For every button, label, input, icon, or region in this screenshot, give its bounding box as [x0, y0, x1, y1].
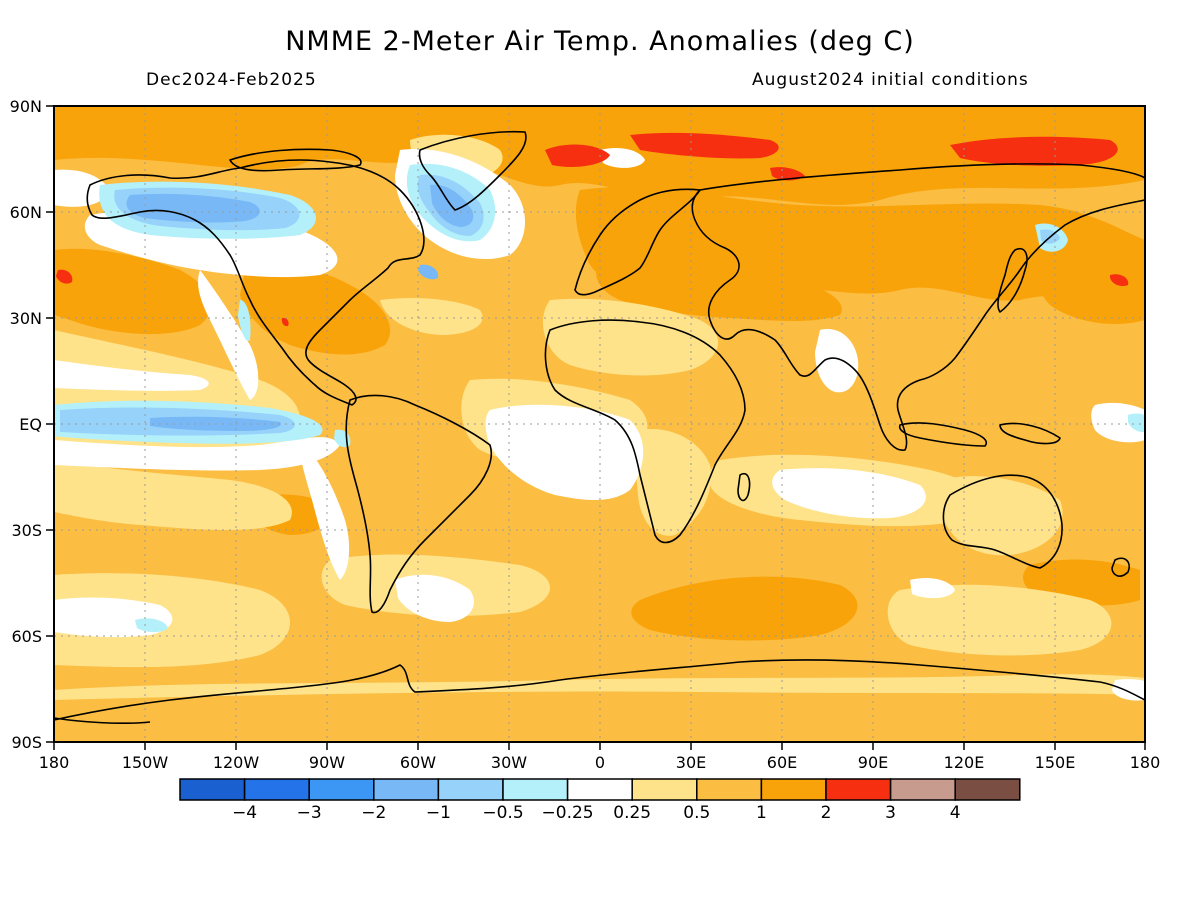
lon-label: 180 — [39, 753, 70, 772]
legend-label: 1 — [756, 803, 767, 823]
lon-label: 180 — [1130, 753, 1161, 772]
legend-swatch — [308, 778, 375, 801]
lat-label: 90N — [10, 97, 42, 116]
lon-label: 60E — [767, 753, 797, 772]
lon-label: 90E — [858, 753, 888, 772]
legend-label: −2 — [361, 803, 386, 823]
map-title: NMME 2-Meter Air Temp. Anomalies (deg C) — [285, 26, 915, 57]
legend-swatch — [502, 778, 569, 801]
legend-labels: −4 −3 −2 −1 −0.5 −0.25 0.25 0.5 1 2 3 4 — [232, 803, 961, 823]
latitude-labels: 90N 60N 30N EQ 30S 60S 90S — [10, 97, 42, 752]
legend-label: −3 — [297, 803, 322, 823]
lat-label: 30N — [10, 309, 42, 328]
lon-label: 0 — [595, 753, 605, 772]
legend-swatch — [373, 778, 440, 801]
initial-conditions: August2024 initial conditions — [752, 70, 1029, 90]
legend-swatch — [243, 778, 310, 801]
lon-label: 30E — [676, 753, 706, 772]
lon-label: 120W — [213, 753, 260, 772]
legend-label: −0.5 — [482, 803, 523, 823]
legend-label: −4 — [232, 803, 257, 823]
longitude-labels: 180 150W 120W 90W 60W 30W 0 30E 60E 90E … — [39, 753, 1161, 772]
lat-label: 60S — [11, 627, 42, 646]
lon-label: 30W — [491, 753, 527, 772]
lat-label: 60N — [10, 203, 42, 222]
lat-label: EQ — [19, 415, 42, 434]
legend-swatch — [889, 778, 956, 801]
graticule — [54, 106, 1145, 742]
legend-swatch — [696, 778, 763, 801]
legend-label: 3 — [885, 803, 896, 823]
legend-colorbar — [179, 778, 1021, 801]
legend-label: 4 — [950, 803, 961, 823]
legend-label: 0.5 — [683, 803, 710, 823]
lon-label: 120E — [944, 753, 985, 772]
legend-label: 2 — [821, 803, 832, 823]
lon-label: 150W — [122, 753, 169, 772]
legend-swatch — [631, 778, 698, 801]
coastlines — [54, 130, 1145, 725]
legend-swatch — [179, 778, 246, 801]
legend-swatch — [437, 778, 504, 801]
legend-swatch — [566, 778, 633, 801]
lat-label: 90S — [11, 733, 42, 752]
lat-label: 30S — [11, 521, 42, 540]
legend-swatch — [954, 778, 1021, 801]
legend-swatch — [760, 778, 827, 801]
legend-label: −1 — [426, 803, 451, 823]
legend-label: 0.25 — [613, 803, 651, 823]
legend-label: −0.25 — [542, 803, 594, 823]
lon-label: 90W — [309, 753, 345, 772]
anomaly-field — [54, 106, 1145, 742]
forecast-period: Dec2024-Feb2025 — [146, 70, 317, 90]
legend-swatch — [825, 778, 892, 801]
lon-label: 150E — [1035, 753, 1076, 772]
lon-label: 60W — [400, 753, 436, 772]
